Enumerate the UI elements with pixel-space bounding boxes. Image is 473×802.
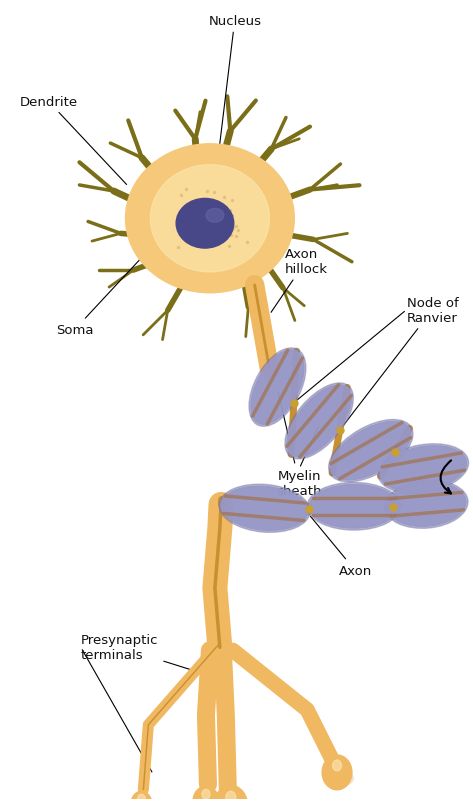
Text: Node of
Ranvier: Node of Ranvier	[342, 296, 458, 428]
Text: Presynaptic
terminals: Presynaptic terminals	[81, 634, 205, 674]
Ellipse shape	[251, 350, 304, 425]
Ellipse shape	[131, 792, 152, 802]
Ellipse shape	[226, 792, 236, 802]
Ellipse shape	[309, 484, 399, 529]
Ellipse shape	[198, 800, 220, 802]
Ellipse shape	[221, 487, 308, 531]
Ellipse shape	[307, 483, 401, 530]
Ellipse shape	[214, 785, 248, 802]
Ellipse shape	[150, 165, 270, 273]
Ellipse shape	[176, 199, 234, 249]
Text: Dendrite: Dendrite	[19, 95, 127, 185]
Text: Myelin
sheath: Myelin sheath	[277, 392, 322, 497]
Ellipse shape	[249, 348, 306, 427]
Ellipse shape	[385, 480, 468, 529]
Ellipse shape	[285, 383, 353, 460]
Ellipse shape	[331, 422, 411, 480]
Text: Axon
hillock: Axon hillock	[271, 248, 327, 313]
Text: Axon: Axon	[310, 516, 372, 577]
Ellipse shape	[125, 144, 294, 294]
Ellipse shape	[219, 484, 310, 533]
Ellipse shape	[193, 786, 219, 802]
Ellipse shape	[138, 794, 145, 802]
Ellipse shape	[329, 420, 413, 482]
Ellipse shape	[206, 209, 224, 223]
Ellipse shape	[380, 446, 467, 492]
Ellipse shape	[287, 385, 351, 457]
Text: Nucleus: Nucleus	[208, 14, 261, 198]
Ellipse shape	[329, 771, 353, 786]
Ellipse shape	[202, 789, 210, 800]
Text: Soma: Soma	[56, 249, 150, 337]
Ellipse shape	[333, 760, 342, 771]
Ellipse shape	[322, 755, 352, 790]
Ellipse shape	[387, 483, 466, 527]
Ellipse shape	[378, 444, 469, 494]
